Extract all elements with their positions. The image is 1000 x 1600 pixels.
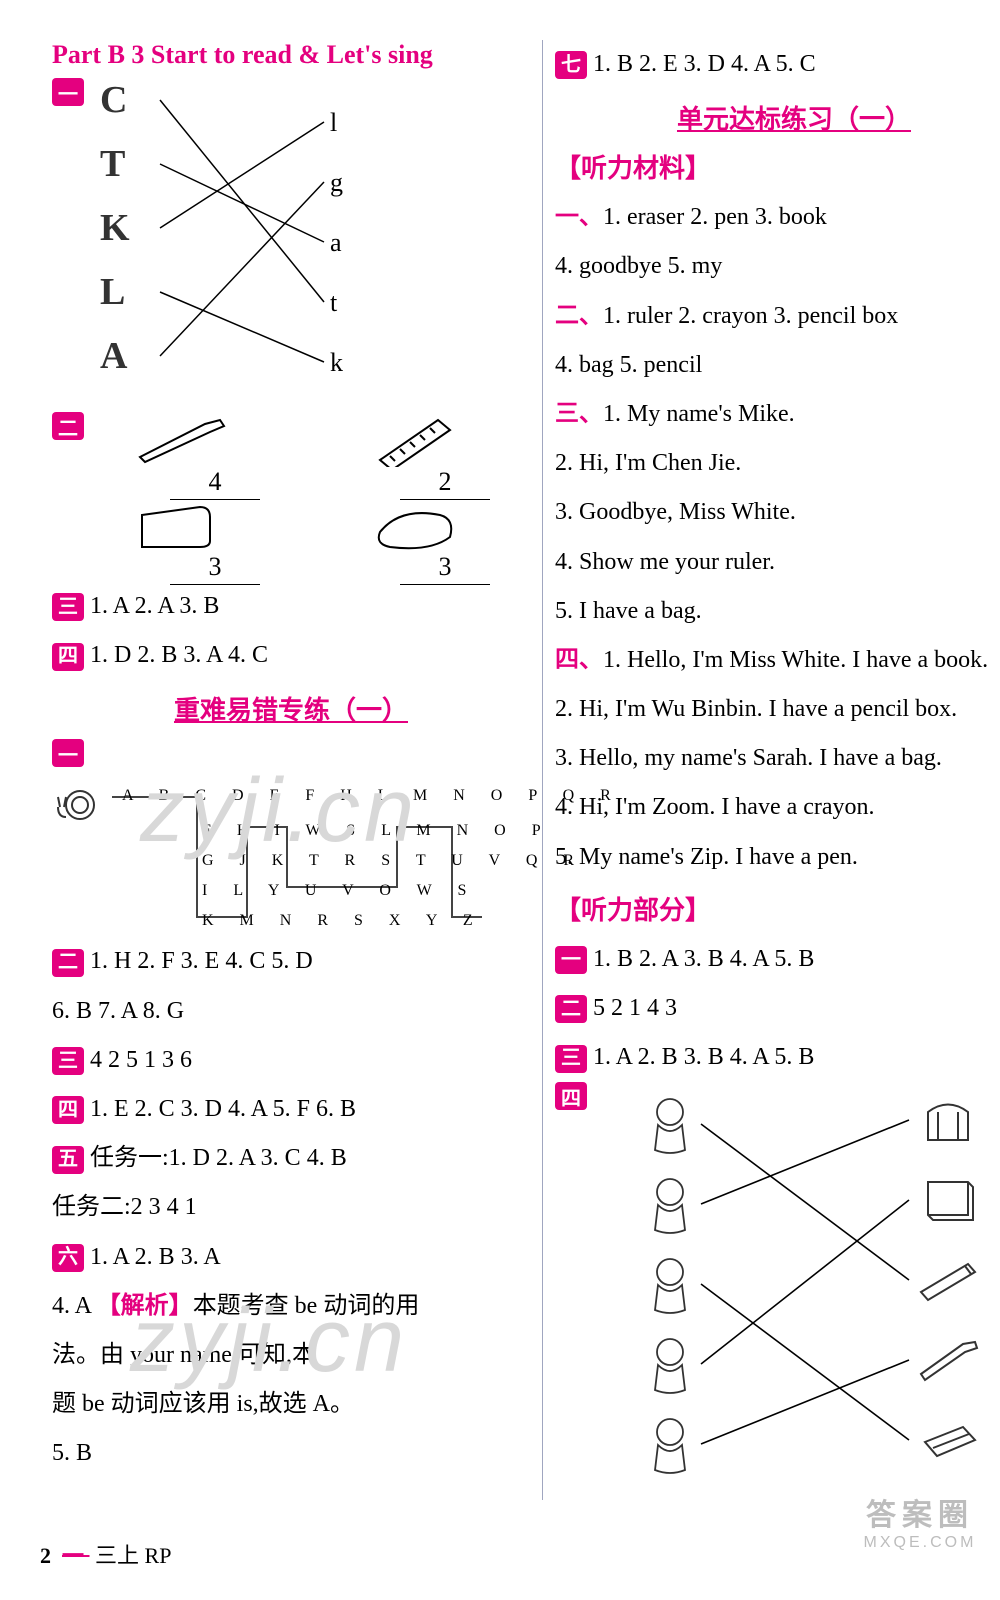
h2: 1. H 2. F 3. E 4. C 5. D [90,948,313,974]
badge-h3: 三 [52,1047,84,1075]
m3a: 1. My name's Mike. [603,401,795,427]
badge-l4: 四 [52,643,84,671]
tl-material: 【听力材料】 [555,148,1000,185]
m4c: 3. Hello, my name's Sarah. I have a bag. [555,734,1000,783]
badge-h5: 五 [52,1146,84,1174]
pre-m1: 一、 [555,204,603,230]
unit-title: 单元达标练习（一） [555,99,1000,136]
pre-m3: 三、 [555,401,603,427]
diagram-items-count: 4233 [90,412,530,582]
r-q7: 1. B 2. E 3. D 4. A 5. C [593,51,816,77]
m3d: 4. Show me your ruler. [555,538,1000,587]
badge-h4: 四 [52,1096,84,1124]
badge-p1: 一 [555,946,587,974]
diagram-character-match [613,1082,1000,1502]
h6-jx3: 题 be 动词应该用 is,故选 A。 [52,1380,530,1429]
m4e: 5. My name's Zip. I have a pen. [555,833,1000,882]
badge-h1: 一 [52,739,84,767]
h3: 4 2 5 1 3 6 [90,1047,192,1073]
m1a: 1. eraser 2. pen 3. book [603,204,827,230]
badge-p2: 二 [555,995,587,1023]
p3: 1. A 2. B 3. B 4. A 5. B [593,1044,814,1070]
tl-part: 【听力部分】 [555,890,1000,927]
p1: 1. B 2. A 3. B 4. A 5. B [593,946,814,972]
m1b: 4. goodbye 5. my [555,242,1000,291]
m2a: 1. ruler 2. crayon 3. pencil box [603,303,898,329]
h6: 1. A 2. B 3. A [90,1244,221,1270]
corner-badge: 答案圈 MXQE.COM [860,1490,980,1580]
m4a: 1. Hello, I'm Miss White. I have a book. [603,647,988,673]
h4: 1. E 2. C 3. D 4. A 5. F 6. B [90,1096,356,1122]
m4d: 4. Hi, I'm Zoom. I have a crayon. [555,783,1000,832]
badge-l1: 一 [52,78,84,106]
h6-5: 5. B [52,1429,530,1478]
m2b: 4. bag 5. pencil [555,341,1000,390]
badge-r7: 七 [555,51,587,79]
h5b: 任务二:2 3 4 1 [52,1183,530,1232]
badge-l2: 二 [52,412,84,440]
l-q4: 1. D 2. B 3. A 4. C [90,642,268,668]
alphabet-maze: A B C D E F H L M N O P Q RF H I W S L M… [52,767,482,937]
l-q3: 1. A 2. A 3. B [90,593,219,619]
badge-h6: 六 [52,1244,84,1272]
hard-title: 重难易错专练（一） [52,690,530,727]
pre-m2: 二、 [555,303,603,329]
pre-m4: 四、 [555,647,603,673]
m3b: 2. Hi, I'm Chen Jie. [555,439,1000,488]
m3e: 5. I have a bag. [555,587,1000,636]
p2: 5 2 1 4 3 [593,995,677,1021]
badge-h2: 二 [52,949,84,977]
badge-p3: 三 [555,1045,587,1073]
m4b: 2. Hi, I'm Wu Binbin. I have a pencil bo… [555,685,1000,734]
m3c: 3. Goodbye, Miss White. [555,488,1000,537]
diagram-letter-match: CTKLAlgatk [100,78,480,408]
partb-title: Part B 3 Start to read & Let's sing [52,40,530,70]
page-footer: 2 一 三上 RP [40,1538,171,1570]
h6-jx2: 法。由 your name 可知,本 [52,1331,530,1380]
badge-p4: 四 [555,1082,587,1110]
h2b: 6. B 7. A 8. G [52,987,530,1036]
h6-4: 4. A 【解析】本题考查 be 动词的用 [52,1282,530,1331]
badge-l3: 三 [52,593,84,621]
h5: 任务一:1. D 2. A 3. C 4. B [90,1145,347,1171]
